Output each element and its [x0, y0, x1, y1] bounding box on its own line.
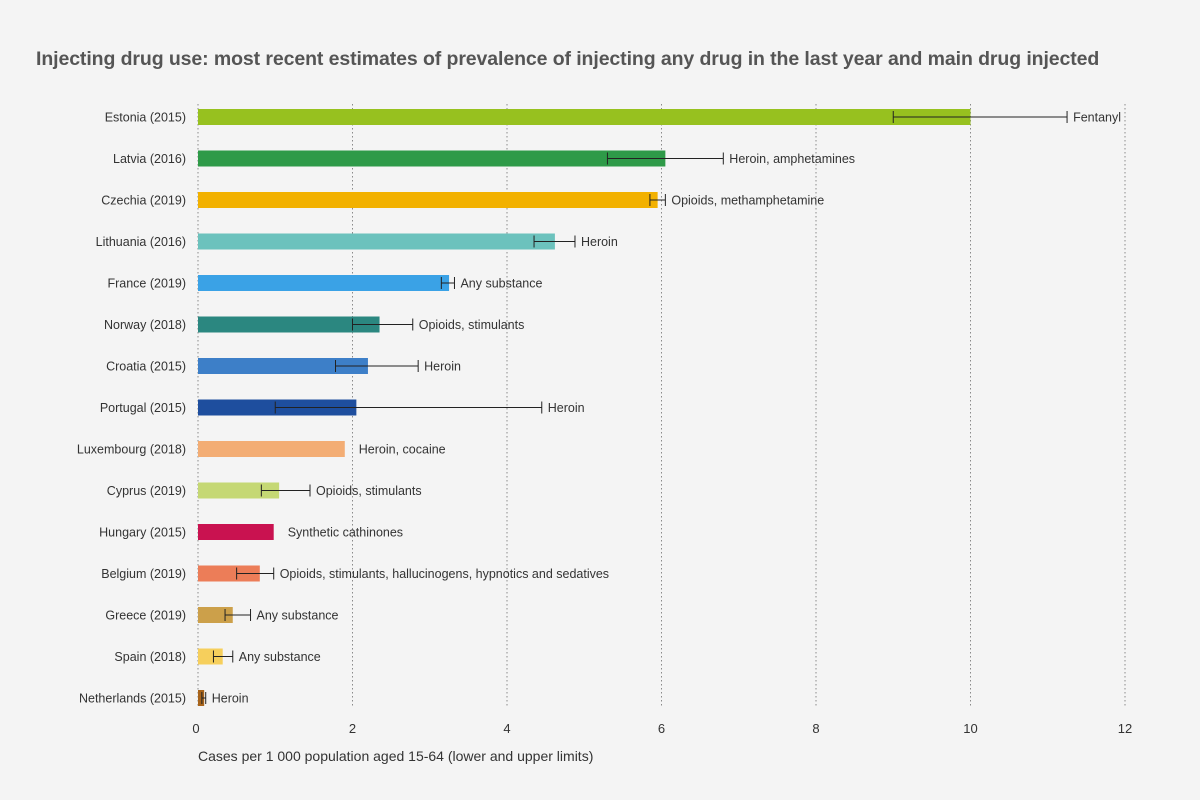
category-label: Spain (2018)	[114, 650, 186, 664]
category-label: Hungary (2015)	[99, 526, 186, 540]
bar	[198, 565, 260, 582]
drug-label: Fentanyl	[1073, 111, 1121, 125]
bar	[198, 648, 223, 665]
chart-title: Injecting drug use: most recent estimate…	[36, 48, 1100, 70]
drug-label: Synthetic cathinones	[288, 526, 403, 540]
category-label: Greece (2019)	[105, 609, 186, 623]
drug-label: Heroin, amphetamines	[729, 152, 855, 166]
drug-label: Opioids, stimulants, hallucinogens, hypn…	[280, 567, 609, 581]
drug-label: Opioids, stimulants	[316, 484, 422, 498]
category-label: Luxembourg (2018)	[77, 443, 186, 457]
drug-label: Opioids, methamphetamine	[671, 194, 824, 208]
x-tick-label: 8	[812, 721, 819, 736]
category-label: Croatia (2015)	[106, 360, 186, 374]
bar	[198, 150, 666, 167]
bar	[198, 690, 205, 706]
category-label: Norway (2018)	[104, 318, 186, 332]
drug-label: Heroin	[424, 360, 461, 374]
drug-label: Any substance	[257, 609, 339, 623]
bar	[198, 192, 658, 208]
drug-label: Opioids, stimulants	[419, 318, 525, 332]
x-tick-label: 6	[658, 721, 665, 736]
drug-label: Any substance	[460, 277, 542, 291]
x-tick-label: 12	[1118, 721, 1132, 736]
drug-label: Heroin	[212, 692, 249, 706]
bar	[198, 607, 233, 623]
drug-label: Any substance	[239, 650, 321, 664]
category-label: Lithuania (2016)	[96, 235, 186, 249]
bar	[198, 358, 368, 374]
bar	[198, 441, 345, 457]
category-label: Estonia (2015)	[105, 111, 186, 125]
bar	[198, 233, 555, 250]
drug-label: Heroin	[581, 235, 618, 249]
bar	[198, 275, 450, 291]
category-label: Czechia (2019)	[101, 194, 186, 208]
x-tick-label: 10	[963, 721, 977, 736]
x-tick-label: 0	[192, 721, 199, 736]
category-label: Belgium (2019)	[101, 567, 186, 581]
bar	[198, 109, 971, 125]
category-label: Portugal (2015)	[100, 401, 186, 415]
x-tick-label: 2	[349, 721, 356, 736]
bar	[198, 482, 280, 499]
bar	[198, 316, 380, 333]
bar	[198, 524, 274, 540]
category-label: Netherlands (2015)	[79, 692, 186, 706]
category-label: France (2019)	[107, 277, 186, 291]
drug-label: Heroin	[548, 401, 585, 415]
category-label: Latvia (2016)	[113, 152, 186, 166]
x-tick-label: 4	[503, 721, 510, 736]
category-label: Cyprus (2019)	[107, 484, 186, 498]
x-axis-label: Cases per 1 000 population aged 15-64 (l…	[198, 748, 594, 764]
drug-label: Heroin, cocaine	[359, 443, 446, 457]
